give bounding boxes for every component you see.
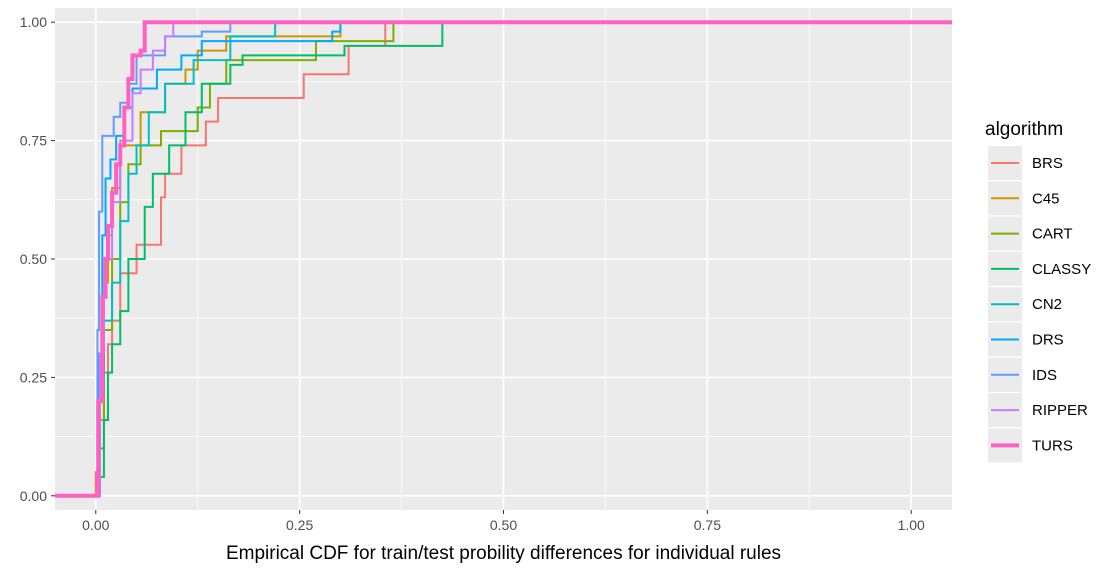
legend-item-brs: BRS bbox=[988, 146, 1063, 180]
legend-label: TURS bbox=[1032, 437, 1073, 454]
x-tick-label: 1.00 bbox=[898, 517, 925, 533]
legend-item-cn2: CN2 bbox=[988, 287, 1062, 322]
y-tick-label: 0.50 bbox=[20, 251, 47, 267]
series-line-ids bbox=[55, 21, 952, 497]
legend: algorithm BRS C45 CART CLASSY CN2 DRS IDS RIPPE… bbox=[985, 119, 1091, 463]
y-tick-label: 0.00 bbox=[20, 488, 47, 504]
series-line-classy bbox=[55, 21, 952, 497]
legend-item-turs: TURS bbox=[988, 428, 1073, 463]
x-tick-label: 0.25 bbox=[286, 517, 313, 533]
legend-item-classy: CLASSY bbox=[988, 251, 1091, 286]
legend-label: CLASSY bbox=[1032, 261, 1091, 278]
legend-label: CN2 bbox=[1032, 296, 1062, 313]
legend-item-c45: C45 bbox=[988, 181, 1060, 216]
legend-item-drs: DRS bbox=[988, 322, 1064, 357]
legend-title: algorithm bbox=[985, 119, 1063, 140]
y-axis-ticks: 0.00 0.25 0.50 0.75 1.00 bbox=[20, 14, 55, 504]
y-tick-label: 1.00 bbox=[20, 14, 47, 30]
series-line-turs bbox=[55, 20, 952, 498]
legend-item-cart: CART bbox=[988, 216, 1073, 251]
x-tick-label: 0.50 bbox=[490, 517, 517, 533]
legend-label: C45 bbox=[1032, 190, 1060, 207]
y-tick-label: 0.25 bbox=[20, 369, 47, 385]
legend-label: CART bbox=[1032, 226, 1073, 243]
y-tick-label: 0.75 bbox=[20, 133, 47, 149]
legend-label: RIPPER bbox=[1032, 402, 1088, 419]
legend-label: IDS bbox=[1032, 367, 1057, 384]
legend-label: DRS bbox=[1032, 332, 1064, 349]
x-axis-ticks: 0.00 0.25 0.50 0.75 1.00 bbox=[82, 510, 925, 533]
x-tick-label: 0.00 bbox=[82, 517, 109, 533]
x-tick-label: 0.75 bbox=[694, 517, 721, 533]
legend-label: BRS bbox=[1032, 155, 1063, 172]
x-axis-title: Empirical CDF for train/test probility d… bbox=[226, 543, 781, 564]
legend-item-ripper: RIPPER bbox=[988, 393, 1088, 428]
legend-items: BRS C45 CART CLASSY CN2 DRS IDS RIPPER TURS bbox=[988, 146, 1091, 463]
series-lines bbox=[55, 20, 952, 498]
legend-item-ids: IDS bbox=[988, 357, 1057, 392]
